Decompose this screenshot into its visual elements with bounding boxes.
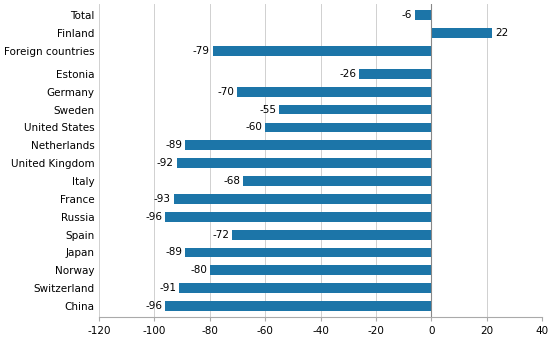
Bar (174, 194, 431, 204)
Bar (243, 176, 431, 186)
Text: -26: -26 (340, 69, 357, 79)
Bar (185, 248, 431, 257)
Text: -93: -93 (154, 194, 171, 204)
Bar (179, 283, 431, 293)
Text: -60: -60 (246, 122, 263, 133)
Text: -72: -72 (212, 230, 229, 240)
Text: -89: -89 (165, 140, 182, 150)
Bar (165, 212, 431, 222)
Bar (431, 28, 492, 38)
Text: -92: -92 (156, 158, 174, 168)
Bar (232, 230, 431, 240)
Bar (279, 105, 431, 115)
Bar (237, 87, 431, 97)
Text: -91: -91 (159, 283, 176, 293)
Text: -89: -89 (165, 248, 182, 257)
Text: 22: 22 (495, 28, 508, 38)
Bar (359, 69, 431, 79)
Text: -96: -96 (145, 301, 163, 311)
Text: -80: -80 (190, 265, 207, 275)
Text: -6: -6 (401, 10, 412, 20)
Text: -79: -79 (193, 46, 210, 56)
Text: -68: -68 (223, 176, 240, 186)
Bar (185, 140, 431, 150)
Bar (265, 122, 431, 132)
Text: -70: -70 (218, 87, 234, 97)
Bar (210, 266, 431, 275)
Bar (165, 301, 431, 311)
Bar (415, 10, 431, 20)
Bar (212, 46, 431, 55)
Text: -96: -96 (145, 212, 163, 222)
Bar (176, 158, 431, 168)
Text: -55: -55 (259, 105, 276, 115)
